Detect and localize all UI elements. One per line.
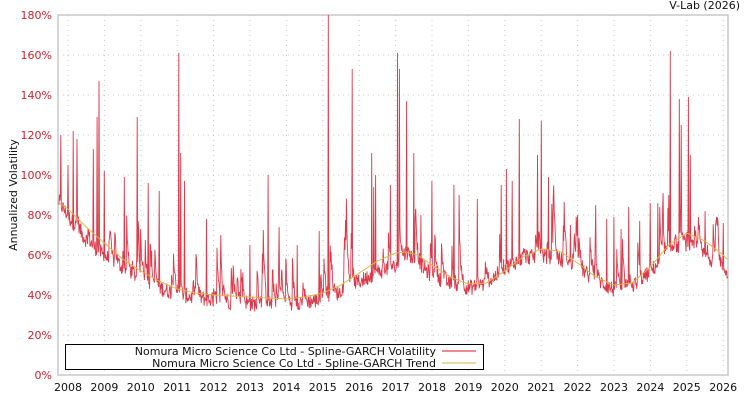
y-tick-label: 20%	[28, 329, 52, 342]
legend-box	[65, 344, 484, 370]
x-tick-label: 2016	[345, 381, 373, 394]
x-tick-label: 2022	[564, 381, 592, 394]
credit-label: V-Lab (2026)	[669, 0, 740, 12]
x-tick-label: 2013	[236, 381, 264, 394]
x-tick-label: 2026	[709, 381, 737, 394]
trend-series	[58, 202, 728, 300]
x-tick-label: 2011	[163, 381, 191, 394]
x-tick-label: 2018	[418, 381, 446, 394]
y-tick-label: 120%	[21, 129, 52, 142]
legend-label-trend: Nomura Micro Science Co Ltd - Spline-GAR…	[152, 357, 436, 370]
legend: Nomura Micro Science Co Ltd - Spline-GAR…	[65, 344, 484, 370]
y-tick-label: 180%	[21, 9, 52, 22]
x-axis-ticks: 2008 2009 2010 2011 2012 2013 2014 2015 2016 2017…	[54, 381, 737, 394]
x-tick-label: 2024	[636, 381, 664, 394]
x-tick-label: 2010	[127, 381, 155, 394]
y-tick-label: 40%	[28, 289, 52, 302]
x-tick-label: 2019	[454, 381, 482, 394]
y-axis-ticks: 0% 20% 40% 60% 80% 100% 120% 140% 160% 180%	[21, 9, 52, 382]
x-tick-label: 2023	[600, 381, 628, 394]
y-tick-label: 80%	[28, 209, 52, 222]
y-tick-label: 0%	[35, 369, 52, 382]
x-tick-label: 2025	[673, 381, 701, 394]
volatility-series	[58, 14, 729, 312]
x-tick-label: 2020	[491, 381, 519, 394]
x-tick-label: 2017	[382, 381, 410, 394]
x-tick-label: 2008	[54, 381, 82, 394]
x-tick-label: 2009	[90, 381, 118, 394]
y-tick-label: 60%	[28, 249, 52, 262]
y-tick-label: 100%	[21, 169, 52, 182]
x-tick-label: 2012	[200, 381, 228, 394]
plot-area-frame	[57, 14, 729, 376]
x-tick-label: 2014	[272, 381, 300, 394]
y-tick-label: 140%	[21, 89, 52, 102]
legend-label-volatility: Nomura Micro Science Co Ltd - Spline-GAR…	[135, 345, 437, 358]
x-tick-label: 2021	[527, 381, 555, 394]
y-tick-label: 160%	[21, 49, 52, 62]
y-axis-label: Annualized Volatility	[7, 139, 20, 251]
x-tick-label: 2015	[309, 381, 337, 394]
grid-lines	[58, 15, 728, 375]
